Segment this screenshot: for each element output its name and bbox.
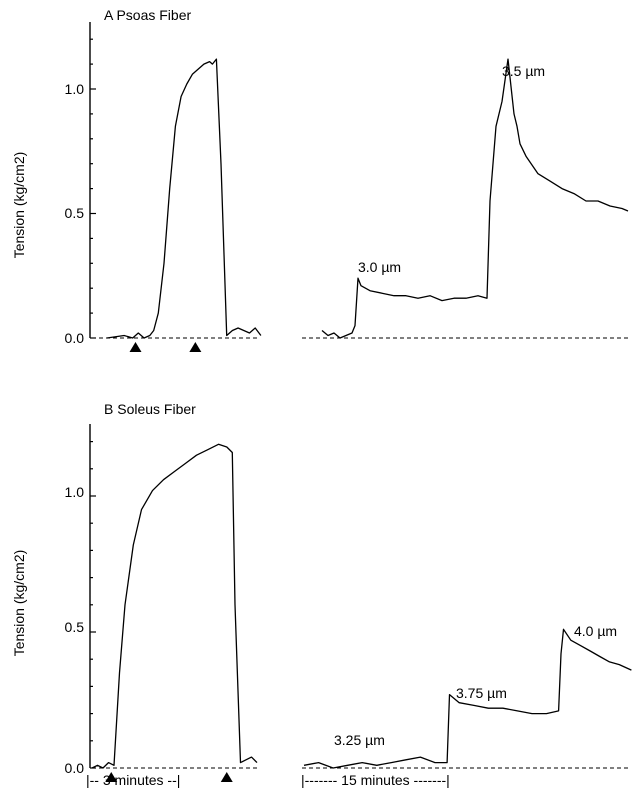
panel-b-annotation-4-0: 4.0 µm (574, 623, 617, 639)
panel-b-annotation-3-75: 3.75 µm (456, 685, 507, 701)
panel-a-ylabel: Tension (kg/cm2) (11, 152, 27, 259)
panel-b: B Soleus Fiber Tension (kg/cm2) 0.0 0.5 … (11, 401, 632, 782)
panel-b-ytick-1: 0.5 (65, 619, 85, 635)
panel-a-ytick-0: 0.0 (65, 330, 85, 346)
panel-a-annotation-3-5: 3.5 µm (502, 63, 545, 79)
timescale-right: |------- 15 minutes -------| (301, 772, 450, 788)
timescale-left: |-- 3 minutes --| (86, 772, 180, 788)
panel-a-minor-ticks (90, 38, 96, 339)
panel-b-ylabel: Tension (kg/cm2) (11, 550, 27, 657)
panel-a-stretch-trace (321, 58, 629, 339)
panel-a-ytick-2: 1.0 (65, 81, 85, 97)
panel-a-marker-triangle (189, 342, 202, 352)
panel-a-ytick-1: 0.5 (65, 205, 85, 221)
panel-b-ytick-0: 0.0 (65, 760, 85, 776)
panel-b-title: B Soleus Fiber (104, 401, 196, 417)
panel-a-annotation-3-0: 3.0 µm (358, 259, 401, 275)
panel-b-stretch-trace (303, 628, 632, 769)
panel-a-title: A Psoas Fiber (104, 7, 191, 23)
panel-b-marker-triangle (220, 772, 233, 782)
panel-b-minor-ticks (90, 441, 96, 769)
panel-a-marker-triangle (129, 342, 142, 352)
panel-a: A Psoas Fiber Tension (kg/cm2) 0.0 0.5 1… (11, 7, 629, 352)
panel-b-annotation-3-25: 3.25 µm (334, 732, 385, 748)
panel-b-marker-triangle (105, 772, 118, 782)
panel-b-ytick-2: 1.0 (65, 484, 85, 500)
panel-a-activation-trace (106, 58, 262, 339)
panel-b-activation-trace (91, 443, 258, 769)
